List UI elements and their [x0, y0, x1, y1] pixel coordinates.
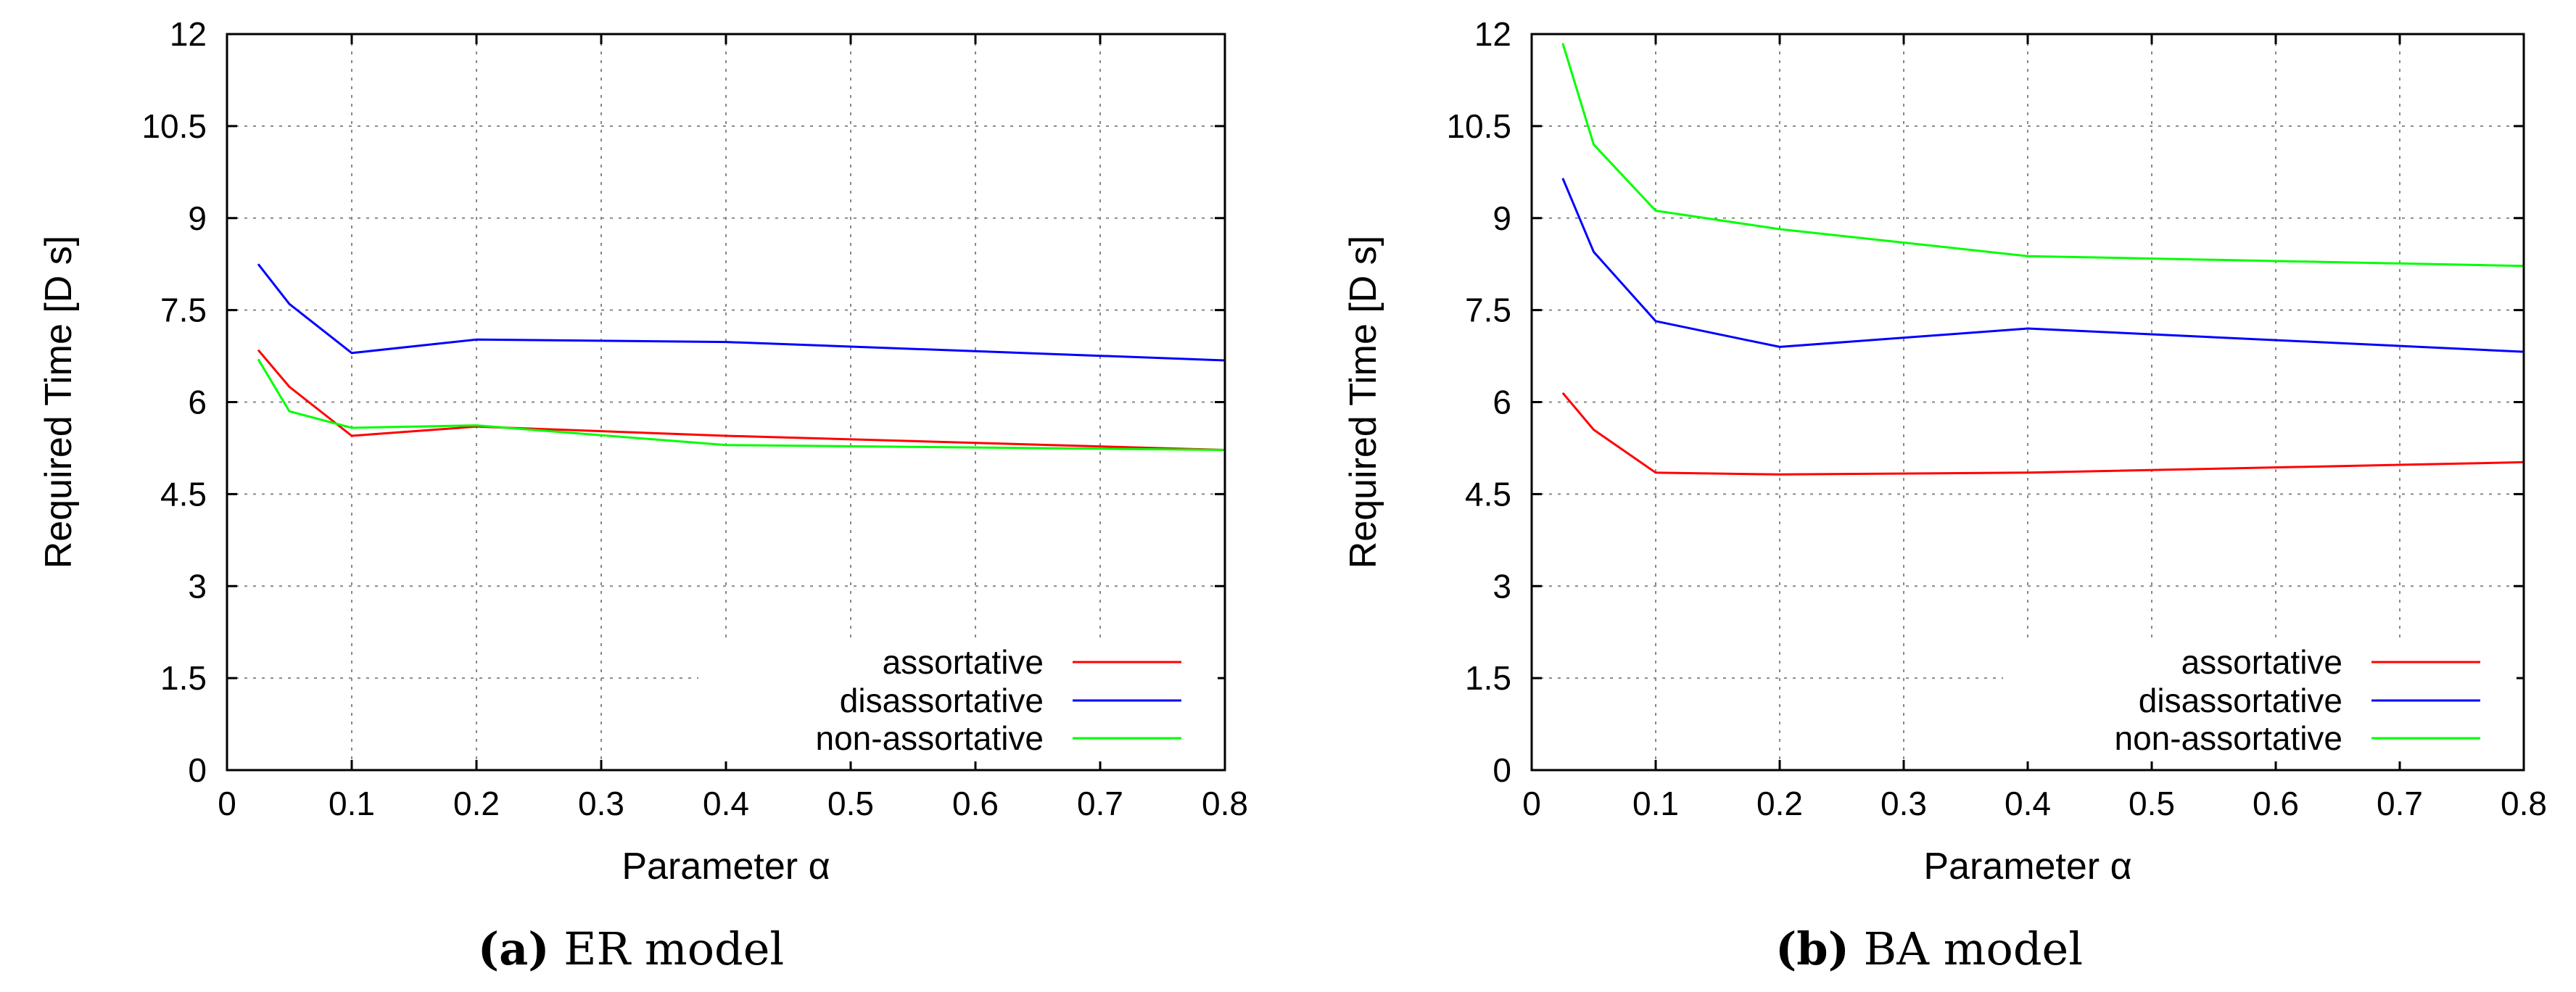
x-tick-label: 0.5 — [2129, 785, 2175, 822]
x-axis-label: Parameter α — [622, 846, 830, 888]
legend-label: disassortative — [840, 682, 1044, 719]
panel-caption: (a) ER model — [478, 922, 785, 975]
y-tick-label: 7.5 — [1465, 292, 1511, 329]
y-tick-label: 9 — [188, 199, 207, 237]
x-tick-label: 0 — [1522, 785, 1541, 822]
y-tick-label: 0 — [1493, 751, 1511, 789]
x-tick-label: 0.7 — [2377, 785, 2423, 822]
caption-text: BA model — [1849, 922, 2083, 975]
x-tick-label: 0.5 — [827, 785, 874, 822]
y-tick-label: 1.5 — [1465, 659, 1511, 697]
legend-label: assortative — [2181, 643, 2342, 681]
caption-letter: (a) — [478, 922, 550, 975]
legend-label: non-assortative — [816, 719, 1044, 757]
y-tick-label: 6 — [188, 384, 207, 421]
caption-text: ER model — [550, 922, 785, 975]
series-line-disassortative — [257, 263, 1226, 362]
y-axis-label: Required Time [D s] — [1342, 236, 1384, 569]
legend-label: assortative — [883, 643, 1044, 681]
x-tick-label: 0.6 — [2253, 785, 2299, 822]
caption-letter: (b) — [1775, 922, 1849, 975]
series-line-assortative — [1561, 392, 2525, 476]
plot-frame — [1530, 33, 2525, 772]
series-line-disassortative — [1561, 178, 2525, 353]
y-tick-label: 4.5 — [160, 475, 207, 513]
x-tick-label: 0.4 — [2005, 785, 2051, 822]
y-tick-label: 7.5 — [160, 292, 207, 329]
series-line-non-assortative — [1561, 43, 2525, 268]
y-tick-label: 12 — [1474, 15, 1511, 53]
x-tick-label: 0.8 — [1202, 785, 1248, 822]
y-tick-label: 1.5 — [160, 659, 207, 697]
x-tick-label: 0.7 — [1077, 785, 1123, 822]
plot-frame — [226, 33, 1226, 772]
y-tick-label: 0 — [188, 751, 207, 789]
x-tick-label: 0.3 — [1881, 785, 1927, 822]
y-tick-label: 10.5 — [1446, 107, 1511, 145]
series-line-assortative — [257, 349, 1226, 451]
series-line-non-assortative — [257, 358, 1226, 451]
y-tick-label: 3 — [1493, 567, 1511, 605]
chart-panel-a: 0 0.1 0.2 0.3 0.4 0.5 0.6 0.7 0.8 0 1.5 3 4.5 6 7.5 9 10… — [38, 15, 1248, 975]
legend-label: disassortative — [2139, 682, 2342, 719]
x-axis-label: Parameter α — [1923, 846, 2131, 888]
x-tick-label: 0.1 — [329, 785, 375, 822]
x-tick-label: 0.3 — [578, 785, 624, 822]
panel-caption: (b) BA model — [1775, 922, 2083, 975]
x-tick-label: 0.4 — [703, 785, 749, 822]
x-tick-label: 0.2 — [1756, 785, 1803, 822]
y-tick-label: 10.5 — [141, 107, 207, 145]
legend-label: non-assortative — [2115, 719, 2343, 757]
x-tick-label: 0.8 — [2501, 785, 2547, 822]
y-axis-label: Required Time [D s] — [38, 236, 80, 569]
y-tick-label: 4.5 — [1465, 475, 1511, 513]
x-tick-label: 0.1 — [1632, 785, 1679, 822]
x-tick-label: 0.2 — [453, 785, 500, 822]
x-tick-label: 0 — [218, 785, 236, 822]
y-tick-label: 3 — [188, 567, 207, 605]
y-tick-label: 9 — [1493, 199, 1511, 237]
chart-panel-b: 0 0.1 0.2 0.3 0.4 0.5 0.6 0.7 0.8 0 1.5 3 4.5 6 7.5 9 10… — [1342, 15, 2547, 975]
y-tick-label: 12 — [170, 15, 207, 53]
y-tick-label: 6 — [1493, 384, 1511, 421]
x-tick-label: 0.6 — [952, 785, 999, 822]
